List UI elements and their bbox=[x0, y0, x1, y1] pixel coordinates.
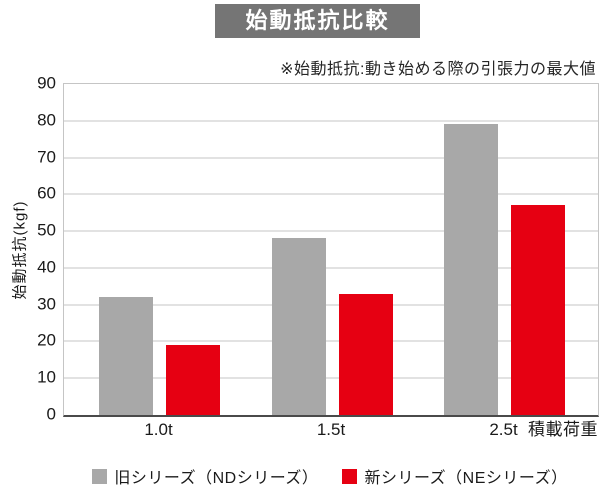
y-tick-label: 90 bbox=[37, 73, 56, 93]
chart-title: 始動抵抗比較 bbox=[245, 8, 390, 33]
chart-note: ※始動抵抗:動き始める際の引張力の最大値 bbox=[280, 61, 596, 78]
legend-label-new-series: 新シリーズ（NEシリーズ） bbox=[364, 470, 568, 487]
legend-item-old-series: 旧シリーズ（NDシリーズ） bbox=[92, 464, 318, 488]
y-axis-ticks: 0 10 20 30 40 50 60 70 80 90 bbox=[0, 75, 56, 423]
legend-item-new-series: 新シリーズ（NEシリーズ） bbox=[342, 464, 567, 488]
bar-group bbox=[271, 238, 393, 415]
x-tick-label: 1.0t bbox=[144, 420, 173, 439]
bar-group bbox=[444, 124, 565, 415]
gridline bbox=[64, 230, 598, 232]
gridline bbox=[64, 267, 598, 269]
chart-title-box: 始動抵抗比較 bbox=[215, 4, 420, 38]
bar-new-series bbox=[511, 205, 565, 415]
x-axis-labels: 1.0t 1.5t 2.5t bbox=[63, 420, 597, 443]
gridline bbox=[64, 304, 598, 306]
y-tick-label: 10 bbox=[37, 367, 56, 387]
legend-label-old-series: 旧シリーズ（NDシリーズ） bbox=[114, 470, 319, 487]
x-axis-title: 積載荷重 bbox=[528, 420, 598, 439]
gridline bbox=[64, 340, 598, 342]
legend-swatch-new-series bbox=[342, 468, 358, 484]
x-tick-label: 2.5t bbox=[489, 420, 518, 439]
chart-legend: 旧シリーズ（NDシリーズ） 新シリーズ（NEシリーズ） bbox=[63, 464, 597, 488]
y-tick-label: 20 bbox=[37, 330, 56, 350]
bar-new-series bbox=[166, 345, 220, 415]
gridline bbox=[64, 157, 598, 159]
bar-new-series bbox=[338, 293, 393, 415]
bar-old-series bbox=[444, 124, 498, 415]
y-tick-label: 70 bbox=[37, 147, 56, 167]
bar-old-series bbox=[271, 238, 326, 415]
y-tick-label: 50 bbox=[37, 220, 56, 240]
gridline bbox=[64, 120, 598, 122]
bar-old-series bbox=[99, 297, 153, 415]
plot-area bbox=[63, 83, 599, 417]
y-tick-label: 30 bbox=[37, 294, 56, 314]
y-tick-label: 40 bbox=[37, 257, 56, 277]
y-tick-label: 0 bbox=[46, 404, 56, 424]
bar-group bbox=[99, 297, 220, 415]
gridline bbox=[64, 193, 598, 195]
y-tick-label: 60 bbox=[37, 183, 56, 203]
legend-swatch-old-series bbox=[92, 468, 108, 484]
x-tick-label: 1.5t bbox=[316, 420, 346, 439]
gridline bbox=[64, 377, 598, 379]
y-tick-label: 80 bbox=[37, 110, 56, 130]
